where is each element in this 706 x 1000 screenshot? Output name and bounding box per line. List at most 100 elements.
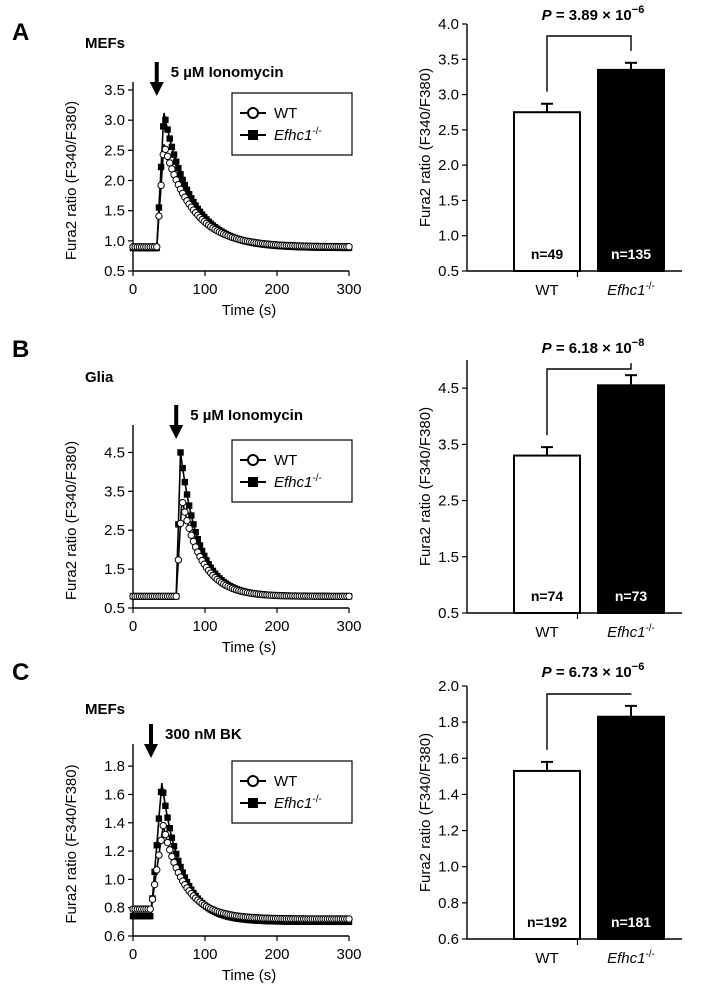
bar-ko: [597, 715, 665, 940]
panel-b: B Glia 0.5 1.5 2.5 3.5 4.5 0 100 200 300 Time (s) Fu…: [12, 336, 682, 656]
data-point: [196, 542, 204, 549]
p-value-label: P = 3.89 × 10−6: [542, 4, 645, 24]
data-point: [155, 815, 163, 822]
data-point: [166, 159, 174, 167]
y-tick-label: 2.0: [104, 173, 125, 190]
y-tick-label: 1.5: [438, 549, 459, 566]
y-tick-label: 0.8: [438, 895, 459, 912]
data-point: [181, 478, 189, 486]
panel-a: A MEFs 0.5 1.0 1.5 2.0 2.5 3.0 3.5 0 100 200 300 Time…: [12, 4, 682, 319]
legend-ko-superscript: -/-: [312, 794, 321, 805]
p-value-exponent: −6: [632, 4, 645, 16]
data-point: [205, 561, 212, 568]
legend: WT Efhc1-/-: [231, 760, 353, 824]
y-axis-label: Fura2 ratio (F340/F380): [63, 441, 80, 600]
x-category-label-wt: WT: [535, 624, 558, 641]
x-tick-label: 200: [264, 618, 289, 635]
y-tick-label: 4.0: [438, 16, 459, 33]
data-point: [160, 123, 167, 130]
data-point: [153, 243, 161, 251]
data-point: [183, 516, 191, 525]
legend: WT Efhc1-/-: [231, 92, 353, 156]
data-point: [177, 171, 184, 178]
x-axis-label: Time (s): [222, 967, 276, 984]
y-tick-label: 2.0: [438, 678, 459, 695]
data-point: [345, 243, 353, 251]
data-point: [166, 825, 173, 832]
data-point: [179, 869, 186, 876]
y-tick-label: 1.2: [438, 823, 459, 840]
bar-wt: [513, 111, 581, 273]
data-point: [181, 181, 189, 189]
x-tick-label: 300: [336, 618, 361, 635]
n-label: n=181: [611, 914, 651, 930]
panel-letter: B: [12, 336, 29, 363]
data-point: [155, 212, 163, 220]
y-tick-label: 3.5: [438, 436, 459, 453]
n-label: n=192: [527, 914, 567, 930]
y-tick-label: 0.5: [104, 263, 125, 280]
x-category-label-ko: Efhc1-/-: [607, 623, 655, 641]
legend-ko-name: Efhc1: [274, 127, 312, 144]
p-value-exponent: −6: [632, 661, 645, 673]
legend-ko-label: Efhc1-/-: [274, 126, 322, 144]
data-point: [188, 195, 195, 202]
x-category-label-wt: WT: [535, 950, 558, 967]
data-point: [192, 202, 199, 209]
data-point: [163, 152, 172, 161]
y-tick-label: 1.0: [438, 228, 459, 245]
stimulus-label: 5 µM Ionomycin: [171, 64, 284, 81]
data-point: [345, 915, 353, 923]
legend-wt-marker: [247, 454, 259, 466]
panel-c: C MEFs 0.6 0.8 1.0 1.2 1.4 1.6 1.8 0 100 200 300 Time…: [12, 659, 682, 984]
p-value-label: P = 6.18 × 10−8: [542, 337, 645, 357]
data-point: [161, 145, 170, 154]
data-point: [174, 556, 183, 564]
data-point: [177, 863, 184, 871]
y-tick-label: 2.5: [104, 522, 125, 539]
p-value-symbol: P: [542, 664, 553, 681]
data-point: [155, 851, 163, 859]
y-tick-label: 1.4: [104, 815, 125, 832]
data-point: [150, 880, 159, 889]
series-wt: [129, 144, 353, 251]
data-point: [175, 165, 182, 172]
x-tick-label: 0: [129, 946, 137, 963]
y-tick-label: 4.5: [438, 380, 459, 397]
data-point: [183, 491, 191, 498]
series-line: [133, 498, 349, 598]
data-point: [179, 176, 186, 184]
data-point: [164, 814, 171, 821]
stimulus-arrow-head: [169, 425, 184, 439]
y-tick-label: 2.5: [438, 493, 459, 510]
panel-letter: C: [12, 659, 29, 686]
legend-ko-name: Efhc1: [274, 795, 312, 812]
x-tick-label: 200: [264, 281, 289, 298]
stimulus-arrow-head: [149, 82, 164, 96]
x-axis-label: Time (s): [222, 302, 276, 319]
bar-ko: [597, 384, 665, 614]
x-tick-label: 100: [192, 618, 217, 635]
legend-ko-marker: [248, 130, 258, 140]
legend-wt-marker: [247, 775, 259, 787]
data-point: [172, 592, 180, 601]
data-point: [178, 498, 187, 507]
cell-type-label: Glia: [85, 369, 114, 386]
x-category-label-ko: Efhc1-/-: [607, 281, 655, 299]
bar-ko: [597, 68, 665, 272]
data-point: [194, 535, 201, 543]
x-tick-label: 0: [129, 281, 137, 298]
data-point: [157, 163, 165, 171]
category-ko-superscript: -/-: [645, 281, 654, 292]
y-tick-label: 1.5: [104, 561, 125, 578]
y-tick-label: 0.6: [104, 928, 125, 945]
legend-ko-label: Efhc1-/-: [274, 794, 322, 812]
data-point: [166, 846, 174, 854]
bar-chart: 0.6 0.8 1.0 1.2 1.4 1.6 1.8 2.0 Fura2 ratio (F34…: [417, 661, 682, 967]
y-tick-label: 1.0: [438, 859, 459, 876]
data-point: [179, 464, 186, 472]
data-point: [170, 843, 178, 850]
data-point: [168, 852, 176, 861]
y-tick-label: 1.8: [438, 714, 459, 731]
